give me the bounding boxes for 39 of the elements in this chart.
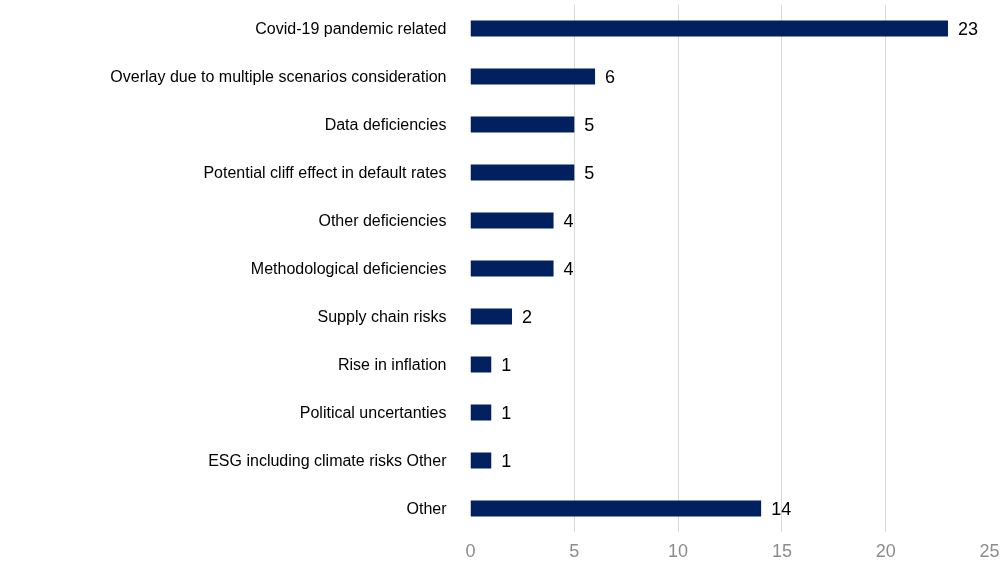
y-tick-label: Potential cliff effect in default rates — [203, 164, 447, 181]
data-label: 1 — [501, 403, 512, 423]
data-label: 6 — [605, 67, 616, 87]
x-tick-label: 10 — [668, 540, 689, 561]
bar — [470, 356, 492, 373]
data-label: 23 — [957, 19, 979, 39]
x-tick-label: 25 — [979, 540, 1000, 561]
y-tick-label: Political uncertanties — [299, 404, 447, 421]
y-tick-label: Other deficiencies — [318, 212, 447, 229]
x-tick-label: 5 — [569, 540, 580, 561]
bar — [470, 116, 575, 133]
bar — [470, 68, 596, 85]
bar — [470, 308, 513, 325]
y-tick-label: Data deficiencies — [324, 116, 447, 133]
bar — [470, 500, 762, 517]
x-tick-label: 15 — [771, 540, 792, 561]
bar — [470, 212, 554, 229]
y-tick-label: Other — [406, 500, 448, 517]
bar — [470, 452, 492, 469]
y-tick-label: ESG including climate risks Other — [208, 452, 448, 469]
x-tick-label: 0 — [465, 540, 476, 561]
y-tick-label: Covid-19 pandemic related — [255, 20, 447, 37]
data-label: 1 — [501, 355, 512, 375]
bar — [470, 164, 575, 181]
x-tick-label: 20 — [875, 540, 896, 561]
y-tick-label: Methodological deficiencies — [250, 260, 447, 277]
bar — [470, 404, 492, 421]
y-tick-label: Supply chain risks — [317, 308, 447, 325]
bar — [470, 20, 948, 37]
data-label: 14 — [771, 499, 792, 519]
y-tick-label: Rise in inflation — [338, 356, 447, 373]
data-label: 5 — [584, 115, 595, 135]
data-label: 1 — [501, 451, 512, 471]
data-label: 4 — [563, 211, 574, 231]
bar — [470, 260, 554, 277]
data-label: 5 — [584, 163, 595, 183]
data-label: 2 — [522, 307, 533, 327]
y-tick-label: Overlay due to multiple scenarios consideration — [110, 68, 447, 85]
data-label: 4 — [563, 259, 574, 279]
